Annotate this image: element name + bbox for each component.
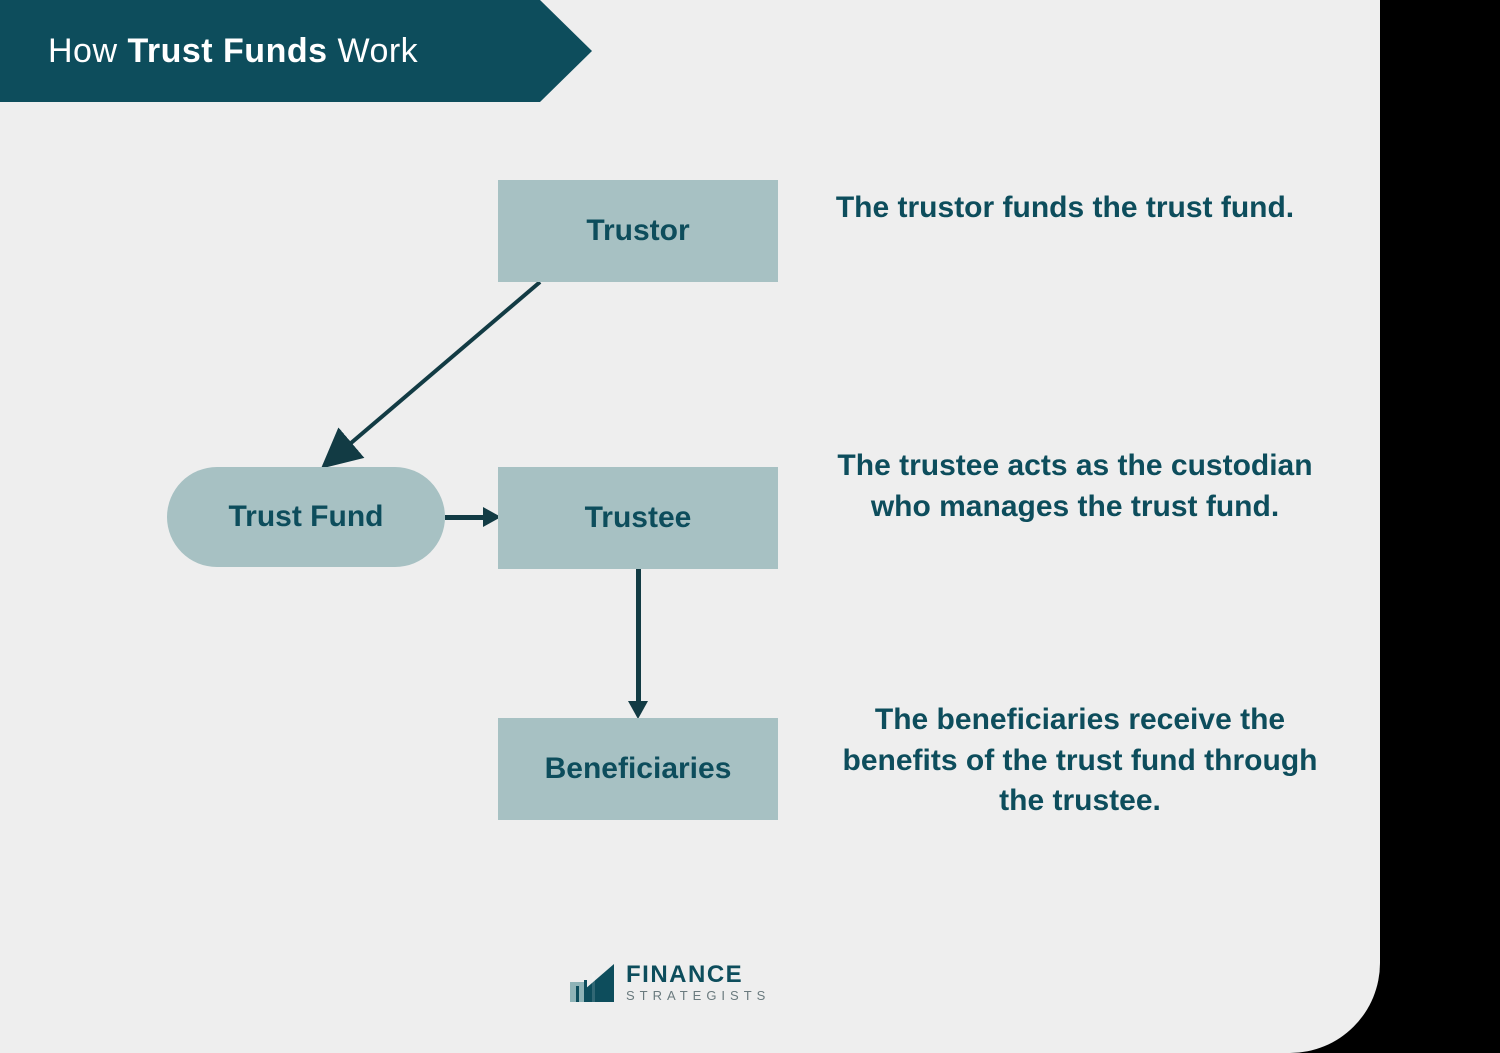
node-trust-fund-label: Trust Fund (229, 500, 384, 534)
brand-logo: FINANCE STRATEGISTS (568, 960, 770, 1004)
desc-trustee-text: The trustee acts as the custodian who ma… (837, 449, 1312, 523)
node-trustee-label: Trustee (585, 501, 692, 535)
desc-trustee: The trustee acts as the custodian who ma… (835, 446, 1315, 527)
arrow-trustfund-to-trustee-line (445, 515, 485, 520)
desc-beneficiaries-text: The beneficiaries receive the benefits o… (843, 703, 1318, 817)
node-trustor: Trustor (498, 180, 778, 282)
arrow-trustee-to-benef-line (636, 569, 641, 703)
desc-beneficiaries: The beneficiaries receive the benefits o… (835, 700, 1325, 822)
logo-text: FINANCE STRATEGISTS (626, 963, 770, 1002)
logo-mark-icon (568, 960, 616, 1004)
infographic-card: How Trust Funds Work Trustor Trust Fund (0, 0, 1380, 1053)
logo-line1: FINANCE (626, 963, 770, 987)
arrow-trustee-to-benef-head (628, 701, 648, 719)
node-trust-fund: Trust Fund (167, 467, 445, 567)
desc-trustor: The trustor funds the trust fund. (835, 188, 1295, 229)
node-trustor-label: Trustor (586, 214, 689, 248)
diagram-area: Trustor Trust Fund Trustee Beneficiaries… (0, 0, 1380, 1053)
node-trustee: Trustee (498, 467, 778, 569)
desc-trustor-text: The trustor funds the trust fund. (836, 191, 1294, 224)
node-beneficiaries-label: Beneficiaries (545, 752, 732, 786)
logo-line2: STRATEGISTS (626, 989, 770, 1002)
node-beneficiaries: Beneficiaries (498, 718, 778, 820)
